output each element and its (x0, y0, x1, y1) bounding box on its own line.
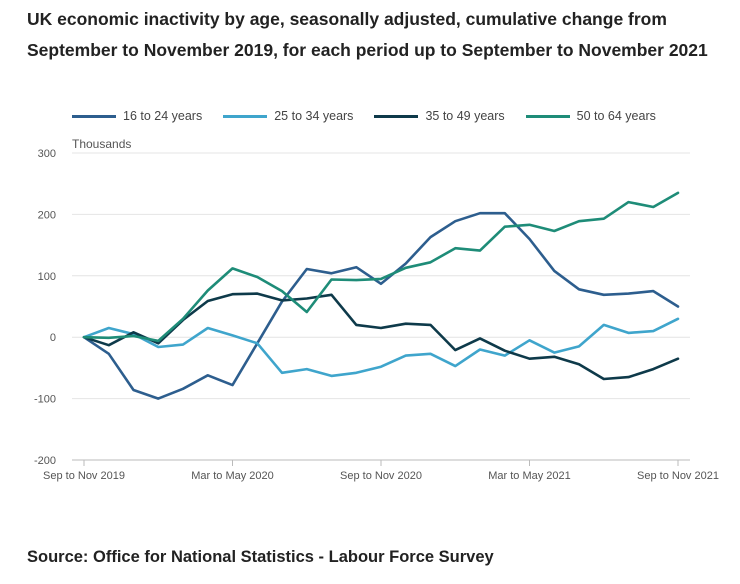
legend-item-16-24: 16 to 24 years (72, 109, 202, 123)
x-axis: Sep to Nov 2019 Mar to May 2020 Sep to Nov… (43, 460, 719, 482)
series-line-16-to-24-years (82, 211, 680, 400)
series-line-25-to-34-years (82, 317, 680, 378)
y-tick-label: -100 (34, 394, 56, 406)
legend-label-35-49: 35 to 49 years (425, 109, 505, 123)
legend-item-50-64: 50 to 64 years (525, 109, 656, 123)
legend-swatch-50-64 (525, 114, 570, 118)
chart-legend: 16 to 24 years 25 to 34 years 35 to 49 y… (72, 109, 677, 123)
y-axis-label: Thousands (72, 137, 131, 151)
legend-swatch-16-24 (72, 114, 116, 118)
x-tick-label: Mar to May 2020 (191, 470, 274, 482)
x-tick-label: Sep to Nov 2020 (340, 470, 422, 482)
legend-swatch-25-34 (223, 114, 268, 118)
series-line-50-to-64-years (82, 191, 680, 343)
series-lines (82, 191, 680, 400)
legend-item-35-49: 35 to 49 years (374, 109, 505, 123)
x-tick-label: Mar to May 2021 (488, 470, 571, 482)
legend-label-16-24: 16 to 24 years (123, 109, 203, 123)
x-tick-label: Sep to Nov 2019 (43, 470, 125, 482)
legend-label-25-34: 25 to 34 years (274, 109, 354, 123)
chart-title: UK economic inactivity by age, seasonall… (27, 9, 708, 60)
legend-item-25-34: 25 to 34 years (223, 109, 353, 123)
y-tick-label: -200 (34, 455, 56, 467)
gridlines (72, 152, 690, 461)
legend-label-50-64: 50 to 64 years (576, 109, 656, 123)
y-tick-label: 100 (38, 271, 56, 283)
y-tick-label: 200 (38, 209, 56, 221)
x-tick-label: Sep to Nov 2021 (637, 470, 719, 482)
y-tick-label: 0 (50, 332, 56, 344)
y-tick-label: 300 (38, 148, 56, 160)
legend-swatch-35-49 (374, 114, 419, 118)
source-note: Source: Office for National Statistics -… (27, 548, 494, 566)
y-axis-tick-labels: 300 200 100 0 -100 -200 (34, 148, 56, 467)
